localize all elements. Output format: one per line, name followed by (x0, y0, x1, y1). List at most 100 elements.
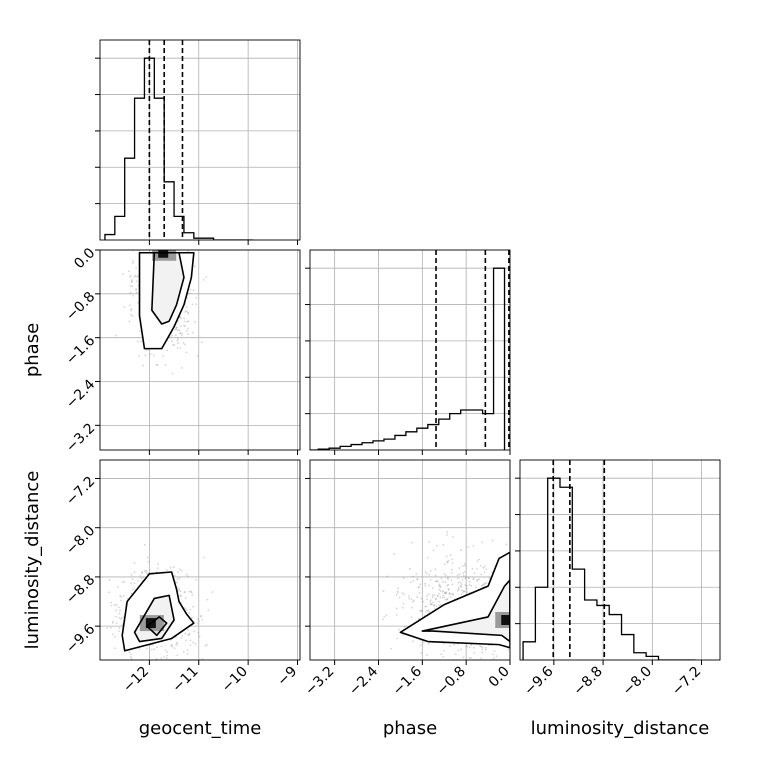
scatter-point (135, 267, 138, 270)
scatter-point (132, 260, 135, 263)
scatter-point (128, 670, 130, 672)
scatter-point (432, 604, 435, 607)
x-tick-label: −8.8 (571, 664, 606, 699)
scatter-point (464, 577, 467, 580)
scatter-point (168, 235, 170, 237)
scatter-point (111, 633, 114, 636)
scatter-point (432, 549, 435, 552)
scatter-point (436, 594, 439, 597)
scatter-point (476, 578, 479, 581)
scatter-point (118, 606, 120, 609)
scatter-point (428, 541, 431, 543)
scatter-point (129, 276, 131, 278)
scatter-point (425, 610, 428, 612)
scatter-point (446, 577, 449, 579)
x-tick-label: −9.6 (521, 663, 556, 698)
scatter-point (466, 591, 469, 594)
panel-content (106, 543, 214, 672)
scatter-point (190, 591, 193, 594)
scatter-point (418, 591, 421, 594)
scatter-point (417, 617, 420, 620)
scatter-point (512, 626, 514, 628)
scatter-point (431, 596, 434, 598)
scatter-point (450, 593, 453, 596)
scatter-point (211, 591, 214, 593)
scatter-point (194, 265, 196, 267)
scatter-point (164, 364, 167, 366)
scatter-point (422, 600, 425, 603)
scatter-point (419, 583, 422, 586)
scatter-point (443, 563, 446, 566)
panel-content (114, 235, 207, 375)
scatter-point (176, 578, 179, 581)
scatter-point (131, 285, 134, 288)
scatter-point (451, 583, 454, 586)
scatter-point (491, 571, 493, 574)
scatter-point (145, 570, 148, 572)
scatter-point (174, 661, 176, 663)
scatter-point (438, 585, 441, 588)
scatter-point (202, 556, 205, 559)
scatter-point (107, 661, 109, 663)
scatter-point (181, 332, 183, 335)
scatter-point (171, 644, 174, 647)
scatter-point (129, 291, 132, 294)
scatter-point (189, 590, 192, 593)
scatter-point (146, 556, 149, 559)
scatter-point (449, 554, 452, 556)
scatter-point (523, 606, 525, 608)
scatter-point (481, 648, 484, 651)
scatter-point (153, 354, 155, 357)
scatter-point (402, 602, 405, 605)
scatter-point (484, 582, 486, 585)
scatter-point (187, 633, 190, 636)
scatter-point (433, 604, 436, 607)
scatter-point (130, 274, 132, 277)
scatter-point (192, 605, 195, 608)
scatter-point (447, 588, 450, 591)
scatter-point (195, 578, 197, 581)
scatter-point (138, 648, 141, 650)
scatter-point (172, 566, 175, 569)
scatter-point (416, 577, 418, 580)
scatter-point (465, 576, 467, 578)
scatter-point (137, 355, 140, 357)
scatter-point (131, 262, 134, 264)
scatter-point (445, 555, 448, 558)
scatter-point (112, 620, 114, 623)
scatter-point (139, 340, 142, 343)
scatter-point (163, 656, 166, 658)
scatter-point (146, 647, 148, 650)
scatter-point (403, 625, 406, 628)
scatter-point (174, 328, 177, 331)
scatter-point (198, 635, 201, 638)
histogram-phase (310, 267, 506, 450)
scatter-point (481, 646, 484, 649)
scatter-point (177, 242, 179, 244)
scatter-point (147, 560, 150, 563)
scatter-point (170, 645, 173, 648)
scatter-point (192, 331, 194, 334)
scatter-point (460, 549, 463, 552)
scatter-point (178, 577, 181, 580)
panel-geocent-time-luminosity-distance: −12 −11 −10 −9 −9.6 −8.8 −8.0 −7.2 (63, 459, 301, 696)
scatter-point (179, 332, 181, 335)
scatter-point (464, 584, 467, 586)
scatter-point (472, 578, 475, 581)
scatter-point (412, 580, 415, 582)
scatter-point (440, 653, 443, 656)
scatter-point (192, 641, 195, 644)
scatter-point (382, 590, 385, 593)
scatter-point (187, 327, 189, 330)
scatter-point (180, 595, 183, 597)
scatter-point (156, 243, 158, 245)
scatter-point (188, 612, 191, 614)
scatter-point (155, 657, 158, 660)
scatter-point (382, 618, 384, 621)
scatter-point (128, 320, 131, 323)
scatter-point (460, 583, 463, 586)
scatter-point (180, 334, 183, 337)
scatter-point (457, 689, 459, 691)
scatter-point (176, 654, 179, 657)
scatter-point (441, 596, 444, 599)
